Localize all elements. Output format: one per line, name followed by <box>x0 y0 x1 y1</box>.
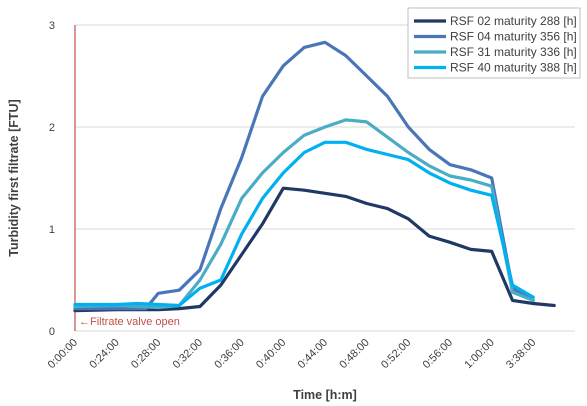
x-tick-label: 0:36:00 <box>212 337 246 371</box>
x-tick-labels: 0:00:00 0:24:00 0:28:00 0:32:00 0:36:00 0:40:… <box>46 337 539 371</box>
y-tick-label: 2 <box>49 122 55 134</box>
x-tick-label: 0:56:00 <box>421 337 455 371</box>
series-lines <box>73 40 556 313</box>
x-tick-label: 1:00:00 <box>462 337 496 371</box>
y-tick-labels: 0 1 2 3 <box>49 20 55 338</box>
series-line-3 <box>73 140 535 308</box>
y-tick-label: 1 <box>49 224 55 236</box>
legend-label: RSF 04 maturity 356 [h] <box>450 30 577 44</box>
legend: RSF 02 maturity 288 [h] RSF 04 maturity 3… <box>407 7 581 79</box>
legend-label: RSF 02 maturity 288 [h] <box>450 14 577 28</box>
y-axis-title: Turbidity first filtrate [FTU] <box>7 99 21 256</box>
x-tick-label: 0:28:00 <box>129 337 163 371</box>
series-line-2 <box>73 118 535 310</box>
x-tick-label: 0:24:00 <box>87 337 121 371</box>
x-tick-label: 0:48:00 <box>337 337 371 371</box>
x-tick-label: 0:52:00 <box>379 337 413 371</box>
x-tick-label: 0:00:00 <box>46 337 80 371</box>
valve-open-annotation: ←Filtrate valve open <box>79 316 180 328</box>
legend-label: RSF 40 maturity 388 [h] <box>450 61 577 75</box>
legend-label: RSF 31 maturity 336 [h] <box>450 45 577 59</box>
x-tick-label: 0:40:00 <box>254 337 288 371</box>
y-tick-label: 3 <box>49 20 55 32</box>
x-axis-title: Time [h:m] <box>293 388 357 402</box>
series-line-1 <box>73 40 535 311</box>
x-tick-label: 0:32:00 <box>171 337 205 371</box>
x-tick-label: 0:44:00 <box>296 337 330 371</box>
y-tick-label: 0 <box>49 326 55 338</box>
series-line-0 <box>73 186 556 313</box>
x-tick-label: 3:38:00 <box>504 337 538 371</box>
